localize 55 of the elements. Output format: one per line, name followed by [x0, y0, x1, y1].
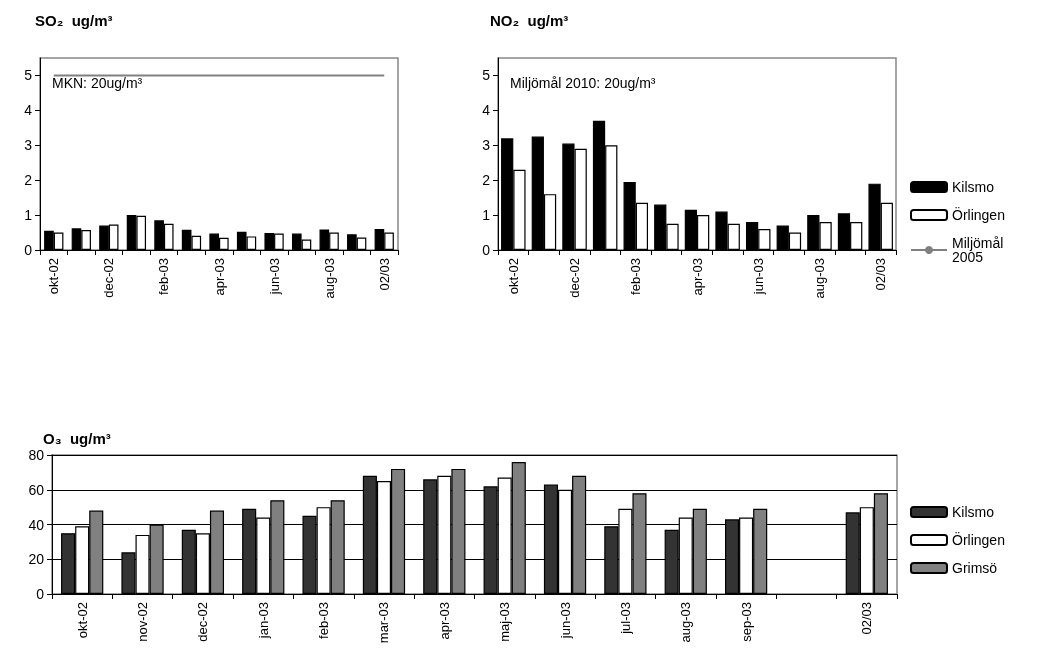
x-tick-label: apr-03	[211, 258, 227, 296]
y-tick-label: 3	[24, 137, 33, 154]
x-tick-label: dec-02	[101, 258, 117, 298]
x-tick-label: okt-02	[46, 258, 62, 295]
y-tick-label: 0	[482, 242, 491, 258]
y-tick-label: 2	[24, 172, 33, 189]
x-tick-label: maj-03	[497, 602, 513, 642]
y-tick-label: 2	[482, 172, 491, 189]
x-tick-label: 02/03	[376, 258, 392, 291]
chart-title: NO₂ ug/m³	[490, 12, 569, 29]
y-tick-label: 80	[28, 447, 45, 463]
x-tick-label: jan-03	[255, 602, 271, 640]
x-tick-label: aug-03	[321, 258, 337, 299]
y-tick-label: 4	[24, 102, 33, 119]
x-tick-label: jun-03	[557, 602, 573, 640]
x-tick-label: 02/03	[873, 258, 889, 291]
x-tick-label: mar-03	[376, 602, 392, 644]
x-tick-label: 02/03	[859, 602, 875, 635]
y-tick-label: 3	[482, 137, 491, 154]
y-tick-label: 40	[28, 516, 45, 533]
x-tick-label: okt-02	[74, 602, 90, 639]
legend-label: Grimsö	[952, 560, 998, 576]
y-tick-label: 0	[24, 242, 33, 258]
annotation: Miljömål 2010: 20ug/m³	[510, 75, 656, 91]
annotation: MKN: 20ug/m³	[52, 75, 143, 91]
x-tick-label: dec-02	[195, 602, 211, 642]
y-tick-label: 20	[28, 551, 45, 568]
y-tick-label: 0	[36, 586, 45, 602]
chart-title: SO₂ ug/m³	[35, 12, 113, 29]
x-tick-label: apr-03	[689, 258, 705, 296]
x-tick-label: aug-03	[811, 258, 827, 299]
legend-label: Örlingen	[952, 206, 1005, 223]
x-tick-label: jun-03	[266, 258, 282, 296]
x-tick-label: dec-02	[567, 258, 583, 298]
x-tick-label: okt-02	[505, 258, 521, 295]
x-tick-label: jul-03	[617, 602, 633, 635]
y-tick-label: 4	[482, 102, 491, 119]
legend-label: Kilsmo	[952, 179, 995, 195]
x-tick-label: feb-03	[316, 602, 332, 639]
x-tick-label: nov-02	[135, 602, 151, 642]
x-tick-label: apr-03	[436, 602, 452, 640]
x-tick-label: sep-03	[738, 602, 754, 642]
x-tick-label: feb-03	[628, 258, 644, 295]
legend-label: Kilsmo	[952, 504, 995, 520]
y-tick-label: 5	[482, 67, 491, 84]
x-tick-label: feb-03	[156, 258, 172, 295]
x-tick-label: jun-03	[750, 258, 766, 296]
y-tick-label: 1	[24, 207, 33, 224]
chart-title: O₃ ug/m³	[43, 430, 111, 447]
y-tick-label: 1	[482, 207, 491, 224]
y-tick-label: 60	[28, 481, 45, 498]
legend-label: Miljömål 2005	[952, 235, 1004, 265]
y-tick-label: 5	[24, 67, 33, 84]
legend-label: Örlingen	[952, 531, 1005, 548]
x-tick-label: aug-03	[678, 602, 694, 643]
